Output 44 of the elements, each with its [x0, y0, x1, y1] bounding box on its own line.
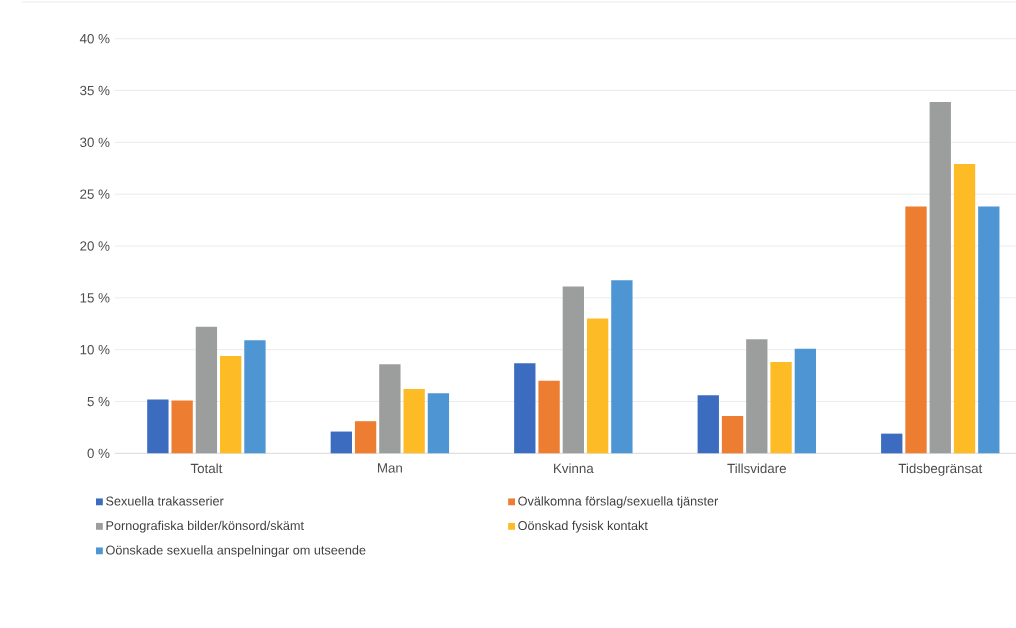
- y-tick-label: 20 %: [80, 241, 110, 251]
- x-tick-label: Man: [377, 463, 402, 473]
- legend-label: Ovälkomna förslag/sexuella tjänster: [518, 496, 719, 509]
- bar: [195, 326, 218, 454]
- x-tick-label: Kvinna: [554, 463, 594, 474]
- x-tick-label: Tillsvidare: [727, 463, 786, 474]
- bar: [770, 362, 792, 454]
- x-tick-label: Totalt: [190, 463, 223, 474]
- bar: [953, 164, 976, 454]
- bar: [538, 380, 560, 454]
- bar: [929, 101, 951, 454]
- legend-label: Oönskade sexuella anspelningar om utseende: [106, 545, 366, 558]
- bar: [562, 286, 585, 454]
- y-tick-label: 40 %: [79, 33, 110, 44]
- bar: [220, 355, 242, 454]
- y-tick-label: 5 %: [87, 396, 110, 407]
- y-tick-label: 30 %: [80, 137, 110, 148]
- bar: [697, 395, 719, 454]
- y-tick-label: 10 %: [80, 344, 110, 355]
- bar: [379, 364, 401, 454]
- legend-label: Sexuella trakasserier: [106, 496, 224, 506]
- bar: [721, 416, 744, 454]
- bar: [354, 421, 377, 454]
- y-tick-label: 35 %: [80, 85, 110, 96]
- bar: [794, 348, 817, 454]
- bar: [171, 400, 193, 454]
- x-tick-label: Tidsbegränsat: [898, 463, 983, 476]
- bar: [427, 393, 450, 454]
- y-tick-label: 0 %: [87, 448, 110, 459]
- legend-label: Pornografiska bilder/könsord/skämt: [106, 520, 304, 533]
- y-tick-label: 15 %: [80, 293, 110, 303]
- bar: [881, 433, 903, 454]
- bar: [403, 389, 425, 454]
- bar: [147, 399, 169, 454]
- legend-label: Oönskad fysisk kontakt: [518, 520, 648, 533]
- y-tick-label: 25 %: [80, 189, 110, 199]
- bar: [330, 431, 352, 454]
- bar: [586, 318, 609, 454]
- bar: [244, 340, 266, 454]
- bar: [978, 206, 1000, 454]
- bar: [514, 363, 536, 454]
- bar: [905, 206, 927, 454]
- bar: [746, 339, 768, 454]
- bar: [611, 280, 633, 454]
